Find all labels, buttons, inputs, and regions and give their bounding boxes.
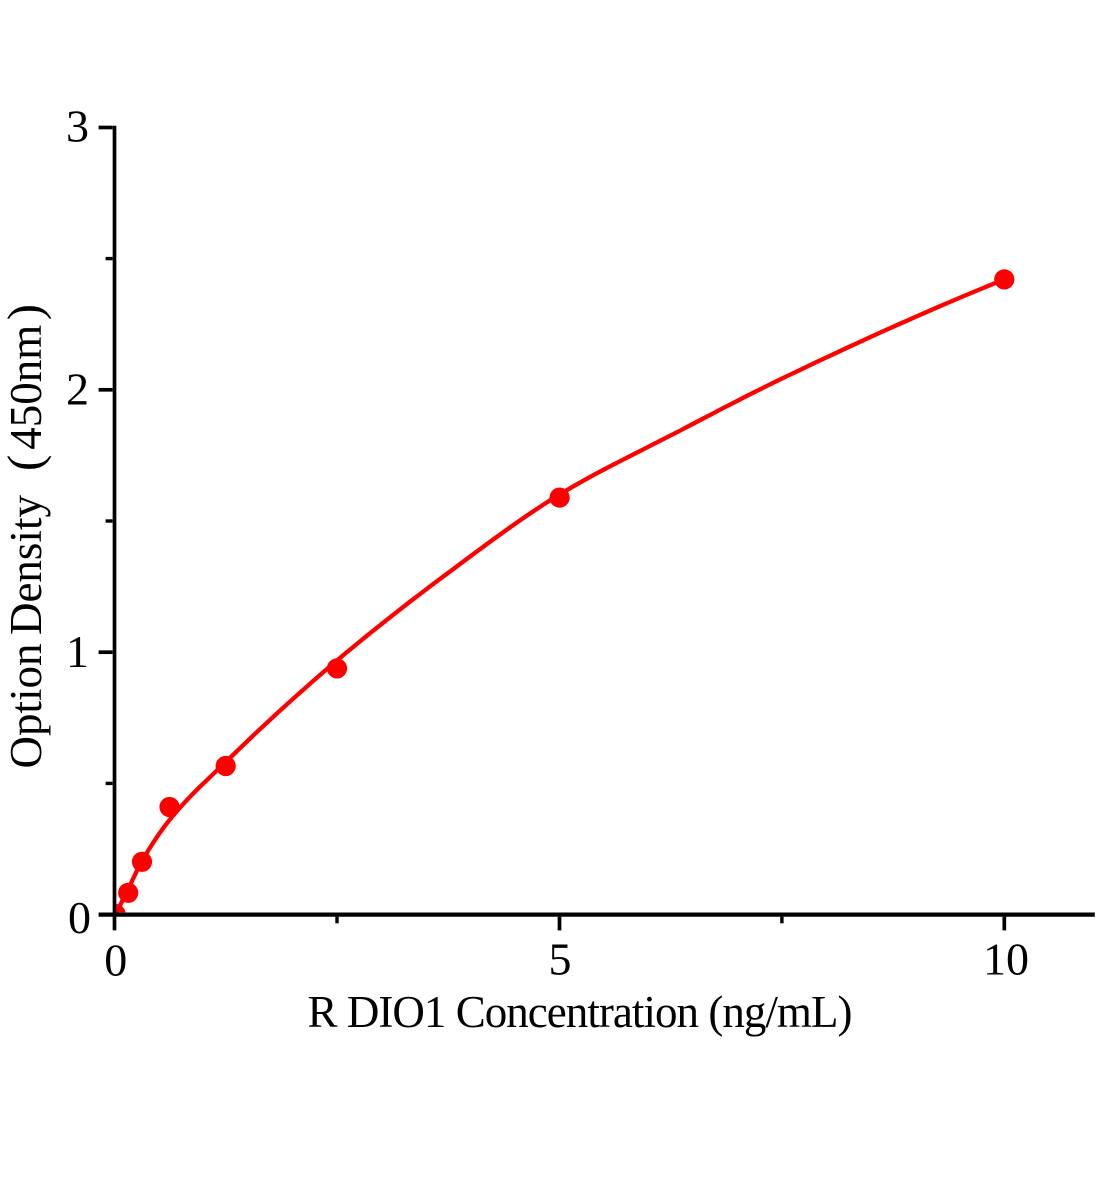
svg-text:2: 2	[66, 364, 89, 415]
svg-text:R DIO1 Concentration (ng/mL): R DIO1 Concentration (ng/mL)	[308, 987, 853, 1037]
svg-text:Option Density(450nm): Option Density(450nm)	[0, 304, 52, 769]
svg-text:0: 0	[104, 935, 127, 986]
svg-text:10: 10	[983, 934, 1029, 985]
svg-text:0: 0	[68, 892, 91, 943]
svg-text:3: 3	[66, 101, 89, 152]
svg-text:5: 5	[549, 934, 572, 985]
svg-text:1: 1	[66, 626, 89, 677]
